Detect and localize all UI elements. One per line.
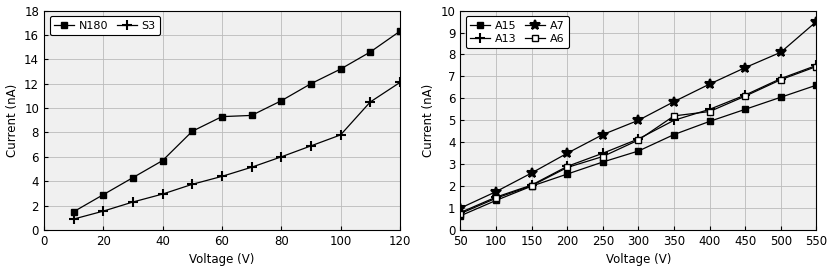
A15 <box>811 84 821 87</box>
N180 <box>68 210 78 213</box>
X-axis label: Voltage (V): Voltage (V) <box>606 254 671 267</box>
A15 <box>526 184 536 188</box>
S3 <box>395 81 405 84</box>
S3 <box>68 217 78 221</box>
A7 <box>526 171 536 175</box>
Text: (a): (a) <box>55 17 77 31</box>
Line: A6: A6 <box>457 63 820 217</box>
S3 <box>157 192 167 196</box>
A15 <box>562 172 572 176</box>
S3 <box>217 175 227 178</box>
A7 <box>811 20 821 23</box>
A7 <box>598 133 608 136</box>
A7 <box>491 190 501 193</box>
A13 <box>526 183 536 187</box>
N180 <box>217 115 227 118</box>
S3 <box>187 183 197 186</box>
Y-axis label: Current (nA): Current (nA) <box>422 84 435 157</box>
A7 <box>705 82 715 86</box>
A13 <box>598 152 608 155</box>
A6 <box>705 110 715 113</box>
A15 <box>491 199 501 202</box>
Text: (b): (b) <box>471 17 494 31</box>
N180 <box>157 159 167 162</box>
A13 <box>562 165 572 168</box>
A6 <box>491 197 501 200</box>
A15 <box>456 214 466 217</box>
N180 <box>306 82 316 85</box>
A13 <box>669 119 679 122</box>
Line: A13: A13 <box>456 61 821 217</box>
S3 <box>98 209 108 213</box>
A15 <box>741 108 751 111</box>
A6 <box>633 138 643 142</box>
A13 <box>705 108 715 111</box>
A7 <box>776 51 786 54</box>
A7 <box>633 119 643 122</box>
N180 <box>187 130 197 133</box>
A15 <box>633 149 643 153</box>
A15 <box>705 120 715 123</box>
N180 <box>336 67 346 71</box>
N180 <box>128 176 138 179</box>
A6 <box>526 184 536 187</box>
A6 <box>811 65 821 68</box>
S3 <box>247 166 257 169</box>
A15 <box>598 160 608 164</box>
N180 <box>247 114 257 117</box>
S3 <box>365 100 375 104</box>
A13 <box>633 137 643 141</box>
Line: N180: N180 <box>70 28 403 215</box>
S3 <box>277 155 287 159</box>
A13 <box>811 64 821 67</box>
S3 <box>128 200 138 204</box>
A13 <box>741 93 751 97</box>
S3 <box>306 144 316 147</box>
A15 <box>669 133 679 136</box>
A13 <box>456 211 466 214</box>
A13 <box>491 196 501 199</box>
X-axis label: Voltage (V): Voltage (V) <box>189 254 255 267</box>
A13 <box>776 77 786 80</box>
A6 <box>562 166 572 169</box>
A7 <box>562 152 572 155</box>
A15 <box>776 96 786 99</box>
A6 <box>741 94 751 98</box>
Line: S3: S3 <box>69 78 405 224</box>
N180 <box>365 50 375 54</box>
Line: A15: A15 <box>457 82 820 219</box>
A6 <box>598 155 608 158</box>
N180 <box>98 193 108 196</box>
Legend: A15, A13, A7, A6: A15, A13, A7, A6 <box>466 16 569 48</box>
Legend: N180, S3: N180, S3 <box>49 16 160 35</box>
Y-axis label: Current (nA): Current (nA) <box>6 84 18 157</box>
A6 <box>669 114 679 118</box>
A6 <box>456 212 466 215</box>
S3 <box>336 133 346 137</box>
A7 <box>669 100 679 103</box>
Line: A7: A7 <box>456 17 821 213</box>
A7 <box>741 66 751 69</box>
A6 <box>776 78 786 81</box>
N180 <box>277 99 287 103</box>
N180 <box>395 30 405 33</box>
A7 <box>456 206 466 210</box>
